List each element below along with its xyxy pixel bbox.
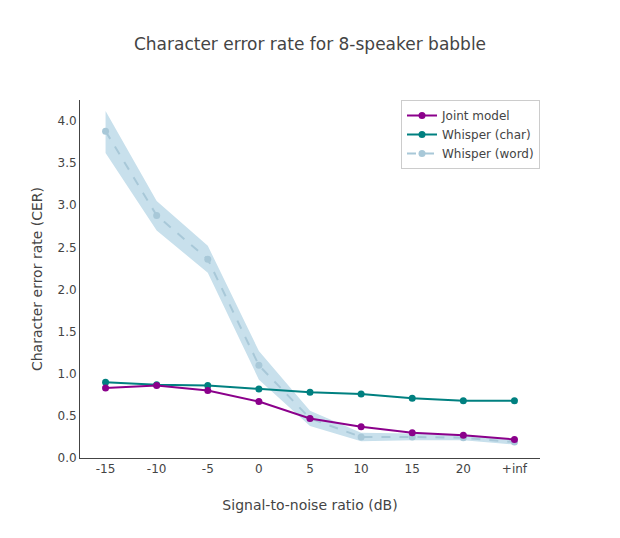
svg-text:0.5: 0.5 bbox=[58, 409, 77, 423]
svg-text:3.0: 3.0 bbox=[58, 198, 77, 212]
svg-text:0: 0 bbox=[255, 462, 263, 476]
svg-text:5: 5 bbox=[306, 462, 314, 476]
svg-text:20: 20 bbox=[456, 462, 471, 476]
svg-text:1.5: 1.5 bbox=[58, 325, 77, 339]
svg-text:Character error rate (CER): Character error rate (CER) bbox=[29, 187, 45, 371]
svg-text:2.5: 2.5 bbox=[58, 241, 77, 255]
svg-text:1.0: 1.0 bbox=[58, 367, 77, 381]
svg-text:Joint model: Joint model bbox=[441, 109, 510, 123]
svg-text:-5: -5 bbox=[202, 462, 214, 476]
svg-text:3.5: 3.5 bbox=[58, 156, 77, 170]
svg-text:-10: -10 bbox=[147, 462, 167, 476]
svg-text:Whisper (word): Whisper (word) bbox=[442, 147, 534, 161]
svg-text:10: 10 bbox=[353, 462, 368, 476]
svg-text:15: 15 bbox=[405, 462, 420, 476]
svg-text:4.0: 4.0 bbox=[58, 114, 77, 128]
svg-text:-15: -15 bbox=[96, 462, 116, 476]
svg-text:+inf: +inf bbox=[502, 462, 528, 476]
svg-text:0.0: 0.0 bbox=[58, 451, 77, 465]
svg-text:Character error rate for 8-spe: Character error rate for 8-speaker babbl… bbox=[134, 34, 486, 54]
svg-text:2.0: 2.0 bbox=[58, 283, 77, 297]
svg-text:Whisper (char): Whisper (char) bbox=[442, 128, 531, 142]
svg-text:Signal-to-noise ratio (dB): Signal-to-noise ratio (dB) bbox=[222, 497, 397, 513]
